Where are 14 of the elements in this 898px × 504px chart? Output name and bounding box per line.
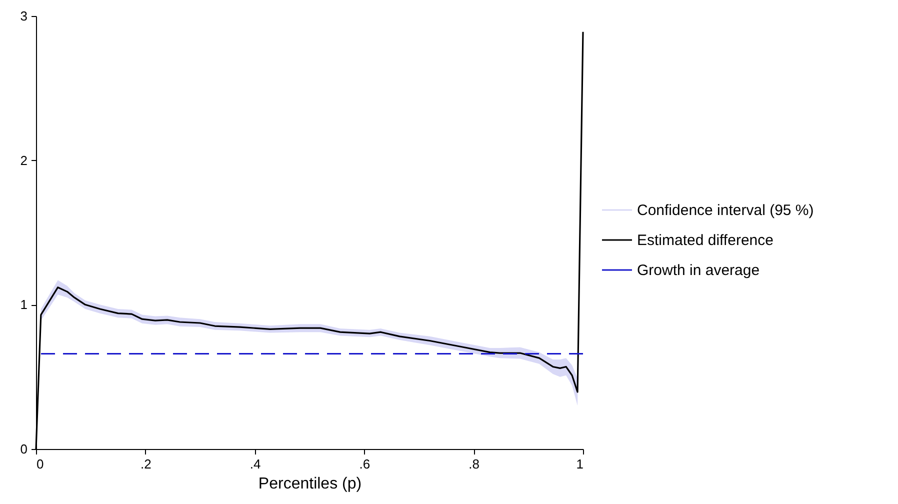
- x-tick-label: .4: [250, 456, 261, 472]
- x-tick-label: 1: [576, 456, 584, 472]
- legend-label: Growth in average: [637, 262, 760, 279]
- y-tick-label: 1: [20, 297, 28, 312]
- y-tick-label: 3: [20, 8, 28, 24]
- legend-label: Estimated difference: [637, 232, 774, 249]
- y-tick-label: 0: [20, 442, 28, 456]
- x-tick-label: .2: [140, 456, 152, 472]
- y-tick-label: 2: [20, 152, 28, 168]
- x-tick-label: 0: [36, 456, 44, 472]
- x-tick-label: .8: [468, 456, 480, 472]
- x-tick-label: .6: [359, 456, 370, 472]
- x-axis-title: Percentiles (p): [258, 476, 362, 492]
- text: Confidence interval (95 %): [637, 202, 814, 219]
